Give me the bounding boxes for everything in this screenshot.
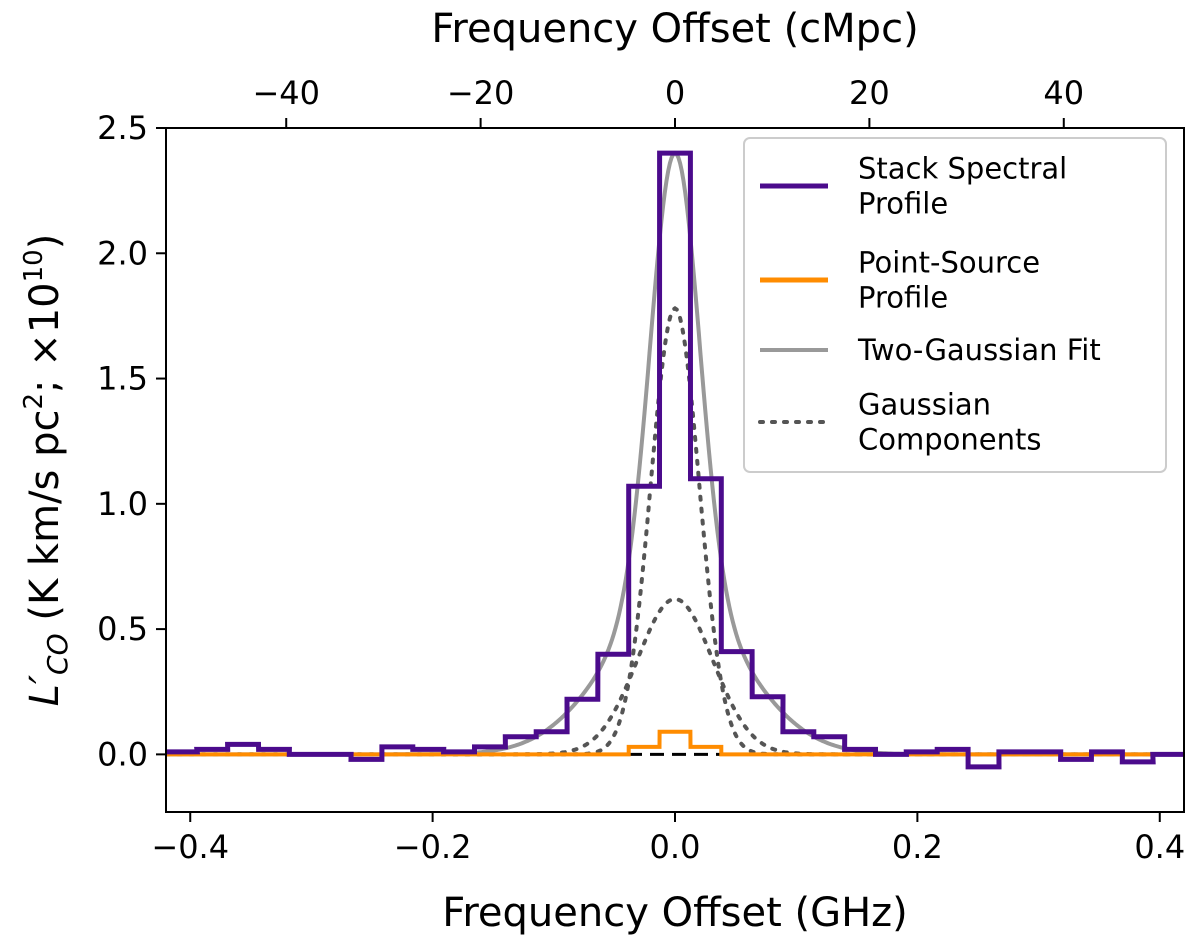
x-top-tick-label: 20: [849, 74, 890, 112]
y-axis-title-scale: ; ×10: [22, 282, 68, 393]
y-tick-label: 1.5: [97, 360, 148, 398]
y-axis-title-symbol: L′: [22, 675, 68, 706]
y-axis-title-close: ): [22, 234, 68, 250]
legend-gaussian-components-label: Components: [858, 423, 1041, 457]
y-tick-label: 0.5: [97, 610, 148, 648]
x-axis-top-title: Frequency Offset (cMpc): [431, 6, 918, 52]
x-tick-label: 0.0: [650, 828, 701, 866]
x-top-tick-label: 0: [665, 74, 685, 112]
legend-frame: [743, 137, 1167, 473]
y-tick-label: 2.0: [97, 234, 148, 272]
y-axis-title-superscript: 2: [19, 393, 49, 410]
stack-spectral-profile-line: [166, 150, 1184, 770]
x-tick-label: −0.4: [151, 828, 229, 866]
y-axis-title-units: (K km/s pc: [22, 410, 68, 634]
y-tick-label: 1.0: [97, 485, 148, 523]
legend-two-gaussian-fit-label: Two-Gaussian Fit: [857, 333, 1101, 367]
x-tick-label: −0.2: [394, 828, 472, 866]
x-top-tick-label: 40: [1043, 74, 1084, 112]
x-axis-bottom: −0.4 −0.2 0.0 0.2 0.4: [151, 812, 1185, 866]
y-axis: 0.0 0.5 1.0 1.5 2.0 2.5: [97, 109, 166, 773]
legend-gaussian-components-label: Gaussian: [858, 388, 991, 422]
x-tick-label: 0.2: [892, 828, 943, 866]
y-axis-title: L′CO (K km/s pc2; ×1010): [19, 234, 74, 707]
y-axis-title-exponent: 10: [19, 249, 49, 282]
legend-stack-spectral-profile-label: Profile: [858, 187, 948, 221]
plot-area: [166, 150, 1184, 770]
x-axis-top: −40 −20 0 20 40: [252, 74, 1084, 128]
x-top-tick-label: −40: [252, 74, 320, 112]
legend-point-source-profile-label: Point-Source: [858, 246, 1040, 280]
legend-point-source-profile-label: Profile: [858, 281, 948, 315]
legend-stack-spectral-profile-label: Stack Spectral: [858, 152, 1067, 186]
x-axis-title: Frequency Offset (GHz): [442, 890, 908, 936]
x-tick-label: 0.4: [1134, 828, 1185, 866]
y-tick-label: 2.5: [97, 109, 148, 147]
legend-two-gaussian-fit: Two-Gaussian Fit: [760, 333, 1101, 367]
x-top-tick-label: −20: [447, 74, 515, 112]
y-axis-title-subscript: CO: [41, 633, 74, 675]
y-tick-label: 0.0: [97, 735, 148, 773]
legend: Stack SpectralProfilePoint-SourceProfile…: [743, 137, 1167, 473]
